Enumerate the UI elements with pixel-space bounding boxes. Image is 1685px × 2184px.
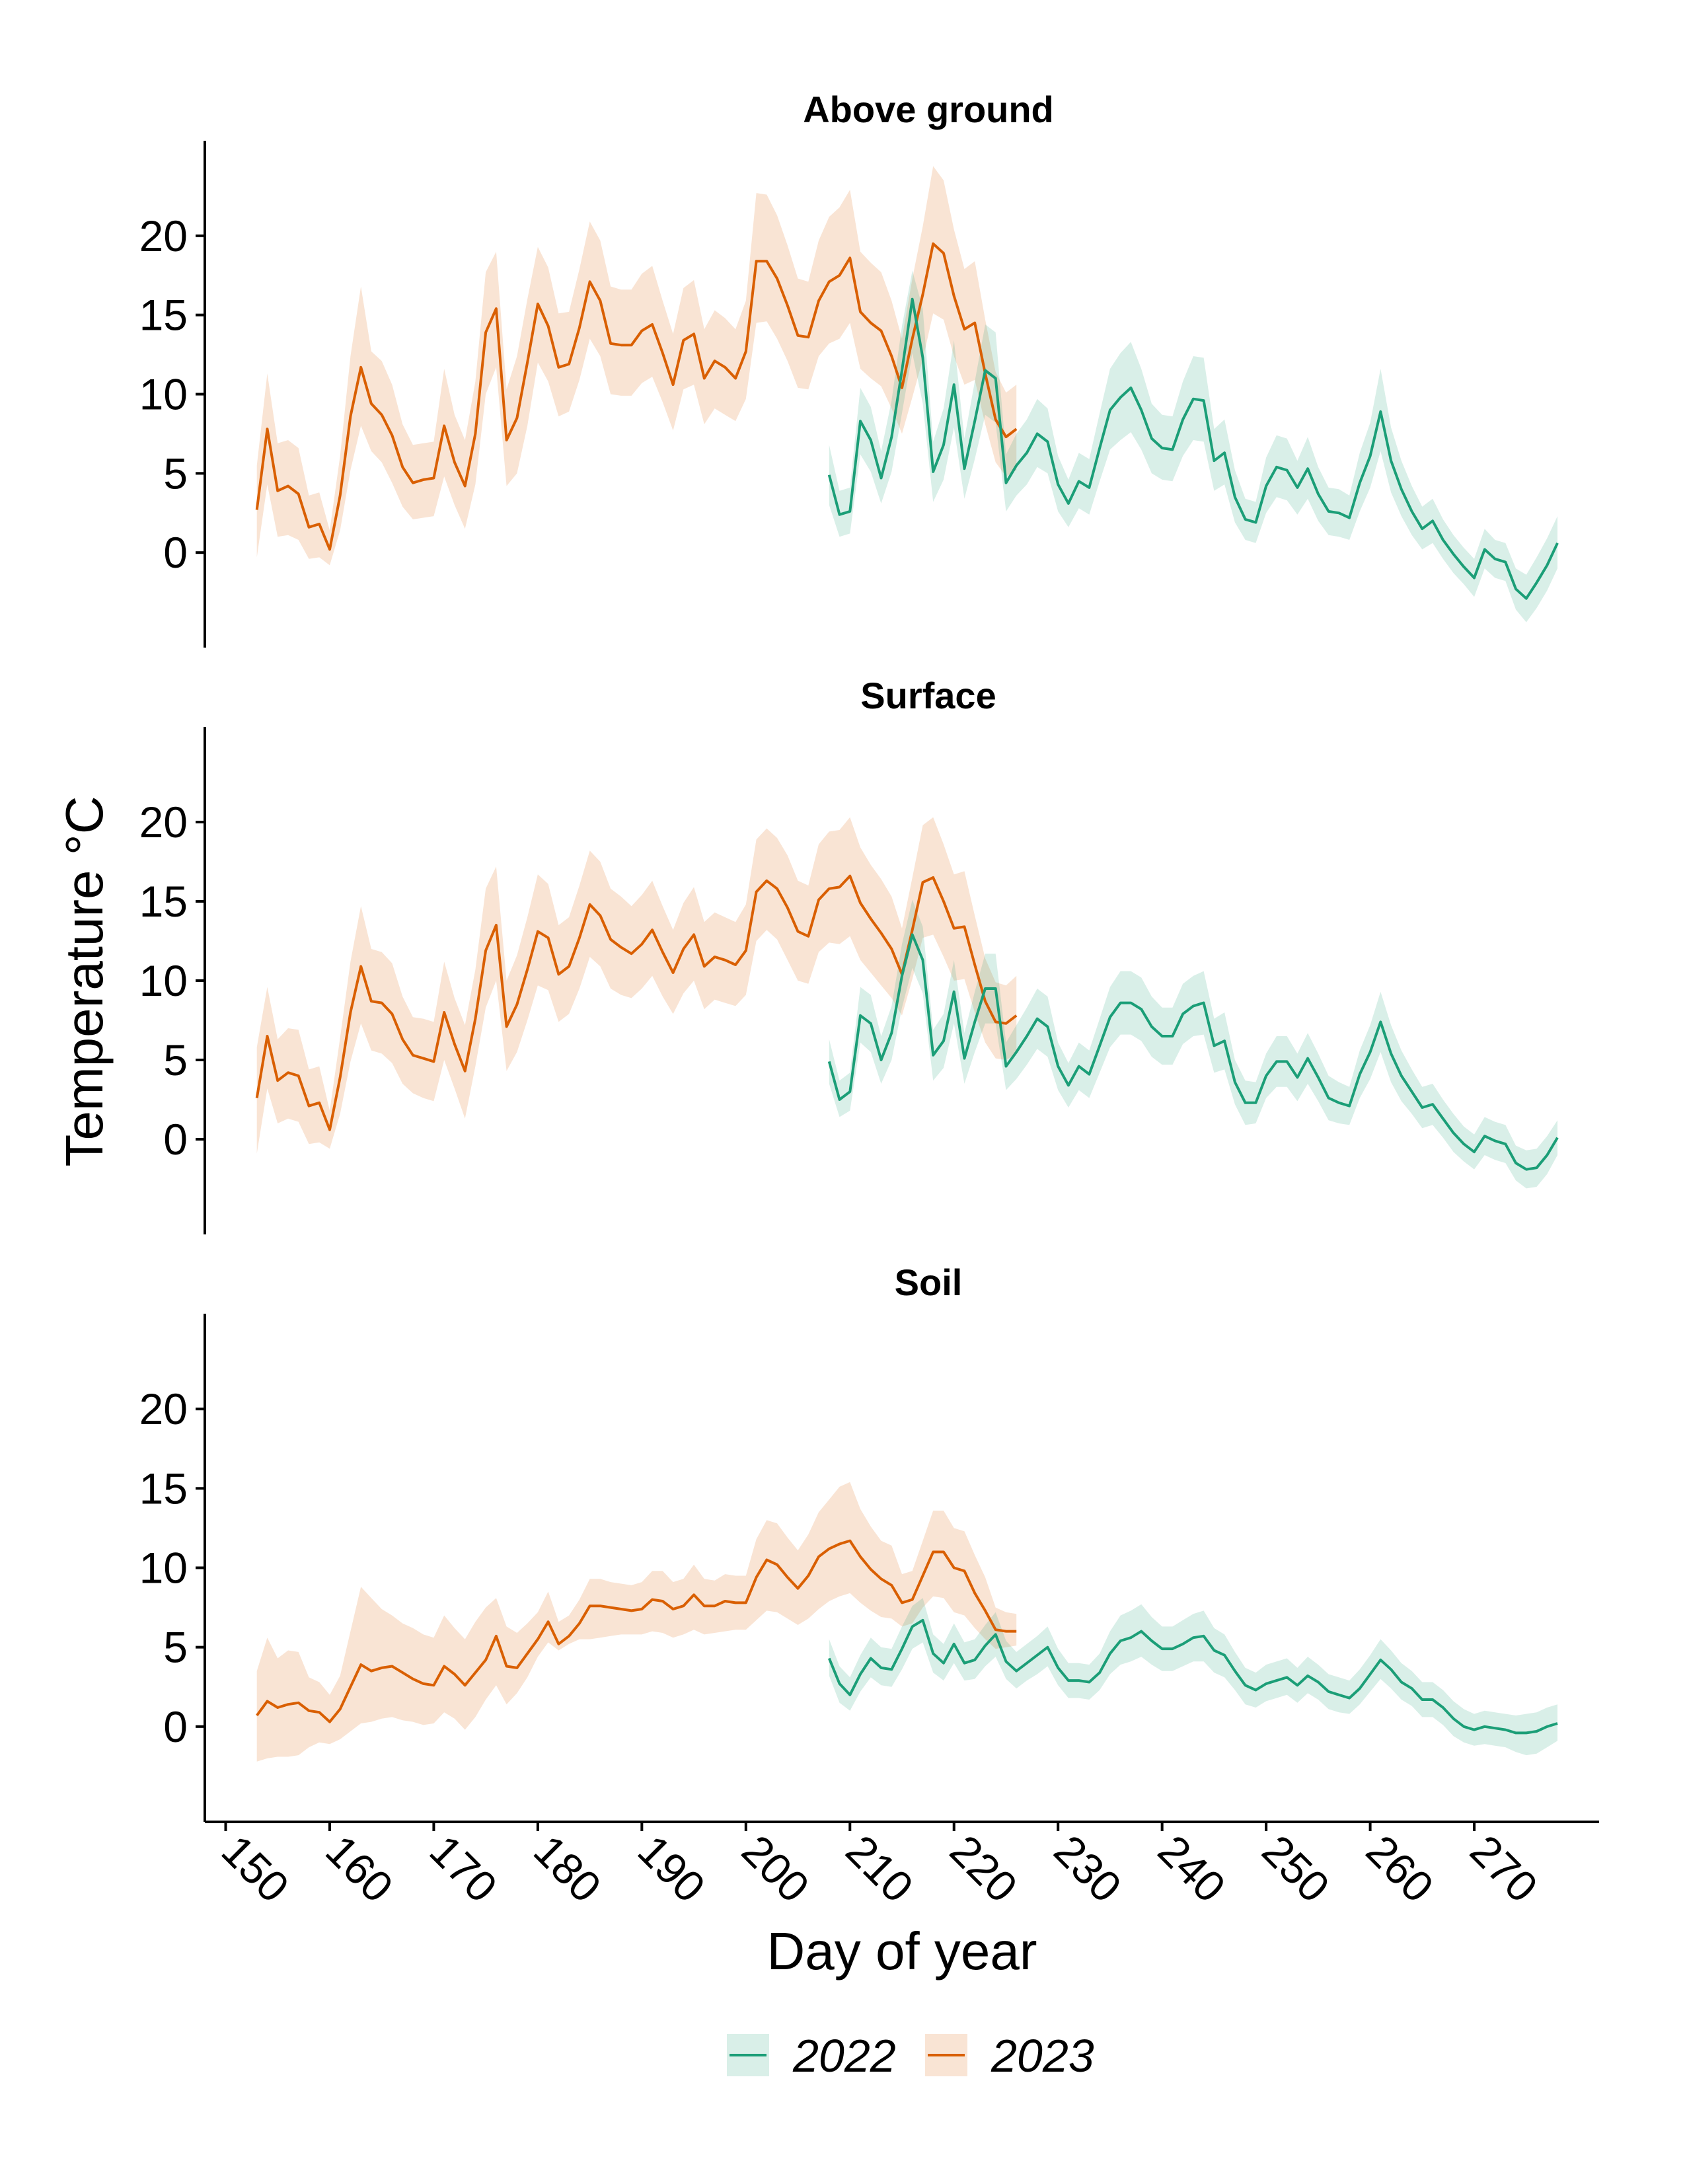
y-tick-label-surface-10: 10 [139,956,188,1005]
legend-label-2023: 2023 [991,2030,1094,2082]
y-tick-label-surface-5: 5 [163,1036,188,1084]
y-tick-label-soil-10: 10 [139,1544,188,1593]
y-tick-label-surface-0: 0 [163,1115,188,1164]
band-surface-2022 [829,899,1557,1189]
series-line-above-ground-2023 [255,242,1018,551]
panel-title-above-ground: Above ground [803,89,1054,130]
band-soil-2023 [256,1482,1017,1762]
x-tick-label-150: 150 [213,1826,299,1912]
series-line-soil-2022 [827,1618,1558,1735]
band-surface-2023 [256,817,1017,1154]
series-line-above-ground-2022 [827,297,1559,600]
band-above-ground-2023 [256,166,1017,566]
series-line-soil-2023 [256,1539,1017,1723]
y-tick-label-above-ground-10: 10 [139,370,188,419]
panel-title-surface: Surface [860,675,996,716]
y-tick-label-above-ground-0: 0 [163,528,188,577]
x-tick-label-210: 210 [837,1826,922,1912]
y-tick-label-soil-0: 0 [163,1702,188,1751]
x-tick-label-230: 230 [1045,1826,1131,1912]
band-above-ground-2022 [829,270,1557,622]
x-tick-label-220: 220 [941,1826,1027,1912]
y-tick-label-above-ground-15: 15 [139,291,188,340]
x-tick-label-200: 200 [733,1826,819,1912]
band-soil-2022 [829,1598,1557,1756]
x-tick-label-160: 160 [317,1826,402,1912]
x-tick-label-190: 190 [628,1826,714,1912]
x-tick-label-250: 250 [1253,1826,1339,1912]
y-tick-label-soil-5: 5 [163,1623,188,1672]
x-tick-label-260: 260 [1357,1826,1443,1912]
series-line-surface-2022 [827,933,1559,1171]
x-tick-label-170: 170 [421,1826,507,1912]
series-line-surface-2023 [255,874,1018,1131]
panel-title-soil: Soil [895,1261,963,1303]
x-tick-label-270: 270 [1461,1826,1547,1912]
x-tick-label-180: 180 [525,1826,611,1912]
y-axis-title: Temperature °C [55,796,114,1166]
y-tick-label-above-ground-5: 5 [163,449,188,498]
legend-label-2022: 2022 [792,2030,896,2082]
y-tick-label-surface-20: 20 [139,798,188,847]
x-tick-label-240: 240 [1149,1826,1235,1912]
x-axis-title: Day of year [767,1922,1037,1980]
y-tick-label-soil-20: 20 [139,1384,188,1433]
y-tick-label-above-ground-20: 20 [139,211,188,260]
y-tick-label-soil-15: 15 [139,1464,188,1513]
y-tick-label-surface-15: 15 [139,877,188,926]
